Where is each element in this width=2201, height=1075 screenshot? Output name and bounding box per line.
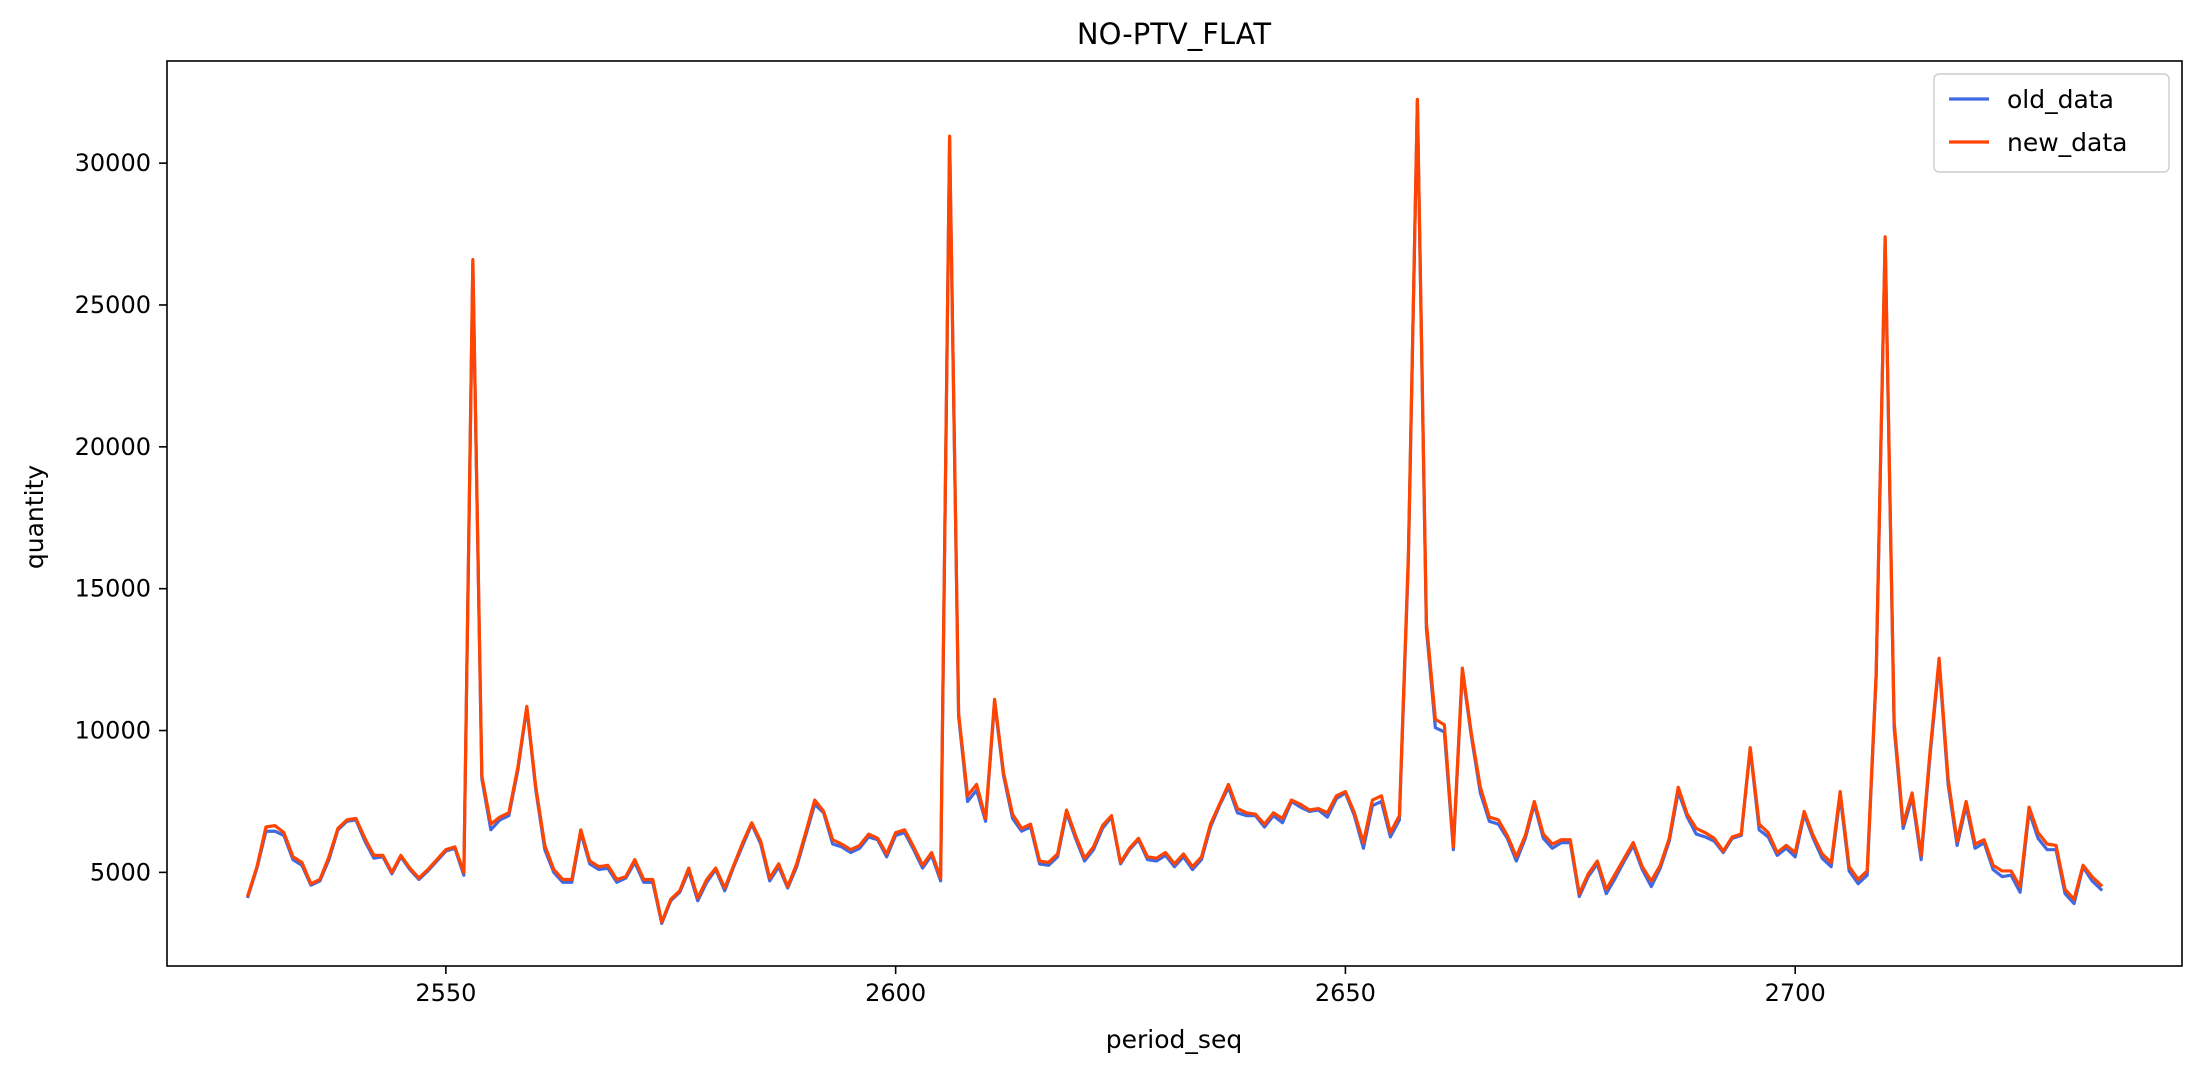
y-axis-label: quantity bbox=[20, 465, 49, 569]
legend-box bbox=[1933, 73, 2170, 173]
legend-label-old-data: old_data bbox=[2007, 85, 2114, 114]
y-tick-label: 10000 bbox=[75, 717, 151, 745]
y-tick-label: 25000 bbox=[75, 291, 151, 319]
y-tick-label: 15000 bbox=[75, 575, 151, 603]
x-tick-label: 2700 bbox=[1765, 979, 1826, 1007]
legend-label-new-data: new_data bbox=[2007, 128, 2127, 157]
series-line-old-data bbox=[245, 99, 2104, 926]
x-tick-label: 2650 bbox=[1315, 979, 1376, 1007]
plot-frame bbox=[166, 60, 2183, 967]
chart-title: NO-PTV_FLAT bbox=[1077, 17, 1271, 51]
x-axis-label: period_seq bbox=[1106, 1025, 1242, 1054]
y-tick-label: 30000 bbox=[75, 149, 151, 177]
y-axis: 5000 10000 15000 20000 25000 30000 bbox=[75, 149, 167, 886]
x-tick-label: 2600 bbox=[865, 979, 926, 1007]
series-line-new-data bbox=[245, 97, 2104, 924]
x-tick-label: 2550 bbox=[415, 979, 476, 1007]
legend: old_data new_data bbox=[1933, 73, 2170, 173]
y-tick-label: 20000 bbox=[75, 433, 151, 461]
plot-area bbox=[166, 60, 2183, 967]
x-axis: 2550 2600 2650 2700 bbox=[415, 966, 1826, 1007]
y-tick-label: 5000 bbox=[90, 858, 151, 886]
